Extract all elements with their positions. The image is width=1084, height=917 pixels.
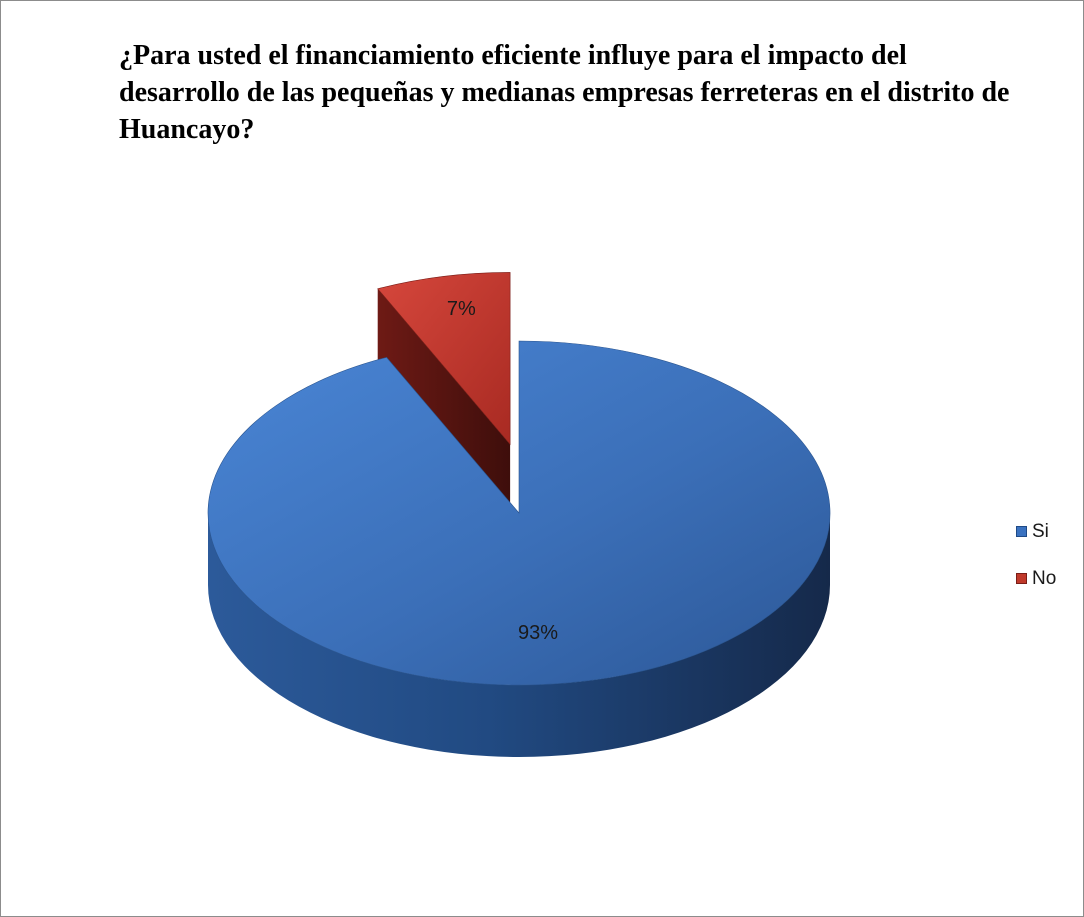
- legend-label-no: No: [1032, 568, 1057, 589]
- legend-swatch-si: [1016, 526, 1027, 537]
- data-label-si: 93%: [518, 622, 558, 644]
- pie-slice-si-side: [208, 513, 830, 757]
- pie-slice-si: [207, 340, 831, 757]
- pie-slice-no-top: [377, 272, 511, 446]
- pie-slice-no: [377, 272, 511, 517]
- legend-swatch-no: [1016, 573, 1027, 584]
- chart-title: ¿Para usted el financiamiento eficiente …: [119, 40, 1010, 145]
- pie-slice-si-top: [207, 340, 831, 686]
- pie-slice-no-edge-0: [377, 288, 511, 517]
- legend-label-si: Si: [1032, 521, 1049, 542]
- data-label-no: 7%: [447, 298, 476, 320]
